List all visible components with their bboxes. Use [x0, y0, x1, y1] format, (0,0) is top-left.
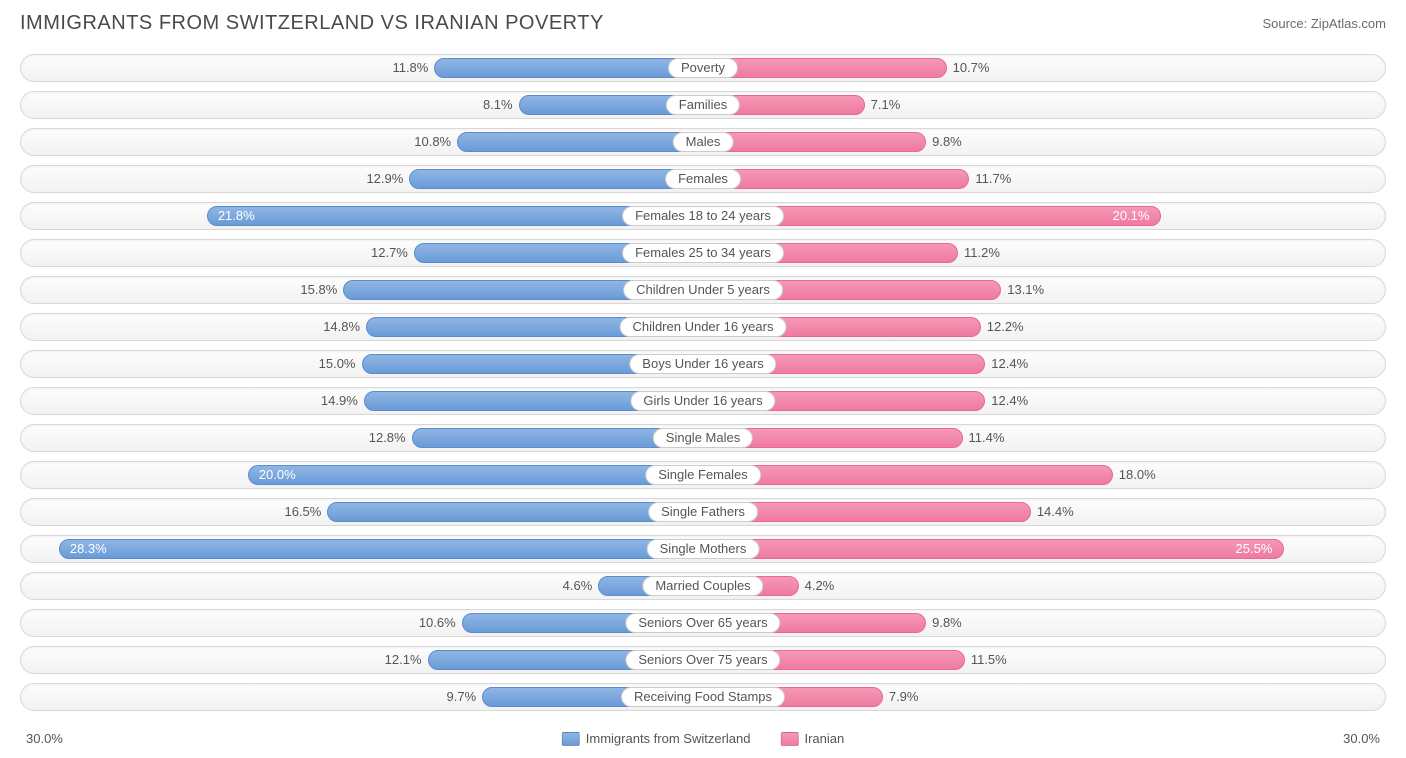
- category-label: Seniors Over 75 years: [625, 650, 780, 670]
- category-label: Families: [666, 95, 740, 115]
- category-label: Married Couples: [642, 576, 763, 596]
- category-label: Single Males: [653, 428, 753, 448]
- bar-right: [703, 58, 947, 78]
- source-attribution: Source: ZipAtlas.com: [1262, 16, 1386, 31]
- diverging-bar-chart: Poverty 11.8% 10.7% Families 8.1% 7.1% Males 10…: [20, 50, 1386, 718]
- bar-right: [703, 169, 969, 189]
- axis-max-left: 30.0%: [26, 731, 63, 746]
- chart-row: Single Males 12.8% 11.4%: [20, 420, 1386, 456]
- category-label: Receiving Food Stamps: [621, 687, 785, 707]
- bar-left: [457, 132, 703, 152]
- chart-row: Seniors Over 75 years 12.1% 11.5%: [20, 642, 1386, 678]
- value-right: 7.9%: [889, 687, 919, 707]
- value-left: 9.7%: [447, 687, 477, 707]
- value-left: 14.9%: [321, 391, 358, 411]
- bar-left: [409, 169, 703, 189]
- chart-row: Poverty 11.8% 10.7%: [20, 50, 1386, 86]
- bar-right: [703, 465, 1113, 485]
- chart-row: Families 8.1% 7.1%: [20, 87, 1386, 123]
- chart-row: Boys Under 16 years 15.0% 12.4%: [20, 346, 1386, 382]
- category-label: Boys Under 16 years: [629, 354, 776, 374]
- bar-left: [248, 465, 703, 485]
- chart-row: Females 25 to 34 years 12.7% 11.2%: [20, 235, 1386, 271]
- value-left: 28.3%: [70, 539, 107, 559]
- category-label: Single Females: [645, 465, 761, 485]
- value-left: 10.8%: [414, 132, 451, 152]
- value-right: 20.1%: [1113, 206, 1150, 226]
- category-label: Females 25 to 34 years: [622, 243, 784, 263]
- value-left: 4.6%: [563, 576, 593, 596]
- chart-row: Males 10.8% 9.8%: [20, 124, 1386, 160]
- value-right: 9.8%: [932, 132, 962, 152]
- legend-item-left: Immigrants from Switzerland: [562, 731, 751, 746]
- value-right: 11.4%: [969, 428, 1005, 448]
- chart-row: Single Fathers 16.5% 14.4%: [20, 494, 1386, 530]
- value-left: 12.1%: [385, 650, 422, 670]
- value-left: 21.8%: [218, 206, 255, 226]
- value-left: 12.9%: [366, 169, 403, 189]
- category-label: Females: [665, 169, 741, 189]
- chart-row: Single Females 20.0% 18.0%: [20, 457, 1386, 493]
- bar-left: [327, 502, 703, 522]
- value-right: 4.2%: [805, 576, 835, 596]
- bar-right: [703, 132, 926, 152]
- value-right: 9.8%: [932, 613, 962, 633]
- value-left: 15.0%: [319, 354, 356, 374]
- value-right: 14.4%: [1037, 502, 1074, 522]
- legend-item-right: Iranian: [780, 731, 844, 746]
- value-right: 12.4%: [991, 354, 1028, 374]
- chart-title: IMMIGRANTS FROM SWITZERLAND VS IRANIAN P…: [20, 12, 604, 35]
- bar-left: [59, 539, 703, 559]
- category-label: Males: [673, 132, 734, 152]
- chart-row: Seniors Over 65 years 10.6% 9.8%: [20, 605, 1386, 641]
- value-right: 12.4%: [991, 391, 1028, 411]
- category-label: Single Mothers: [647, 539, 760, 559]
- category-label: Seniors Over 65 years: [625, 613, 780, 633]
- axis-max-right: 30.0%: [1343, 731, 1380, 746]
- value-right: 25.5%: [1236, 539, 1273, 559]
- source-name: ZipAtlas.com: [1311, 16, 1386, 31]
- value-left: 15.8%: [300, 280, 337, 300]
- value-left: 8.1%: [483, 95, 513, 115]
- bar-right: [703, 539, 1284, 559]
- value-left: 11.8%: [392, 58, 428, 78]
- legend: Immigrants from Switzerland Iranian: [562, 731, 844, 746]
- value-right: 18.0%: [1119, 465, 1156, 485]
- category-label: Poverty: [668, 58, 738, 78]
- value-left: 14.8%: [323, 317, 360, 337]
- value-right: 13.1%: [1007, 280, 1044, 300]
- legend-label-left: Immigrants from Switzerland: [586, 731, 751, 746]
- source-label: Source:: [1262, 16, 1310, 31]
- chart-footer: 30.0% Immigrants from Switzerland Irania…: [20, 724, 1386, 746]
- legend-label-right: Iranian: [804, 731, 844, 746]
- value-left: 12.8%: [369, 428, 406, 448]
- category-label: Females 18 to 24 years: [622, 206, 784, 226]
- bar-left: [434, 58, 703, 78]
- value-left: 16.5%: [284, 502, 321, 522]
- value-right: 11.7%: [975, 169, 1011, 189]
- chart-row: Females 18 to 24 years 21.8% 20.1%: [20, 198, 1386, 234]
- legend-swatch-pink: [780, 732, 798, 746]
- category-label: Children Under 5 years: [623, 280, 783, 300]
- category-label: Children Under 16 years: [620, 317, 787, 337]
- chart-row: Receiving Food Stamps 9.7% 7.9%: [20, 679, 1386, 715]
- chart-row: Females 12.9% 11.7%: [20, 161, 1386, 197]
- value-left: 10.6%: [419, 613, 456, 633]
- chart-row: Single Mothers 28.3% 25.5%: [20, 531, 1386, 567]
- category-label: Single Fathers: [648, 502, 758, 522]
- value-right: 10.7%: [953, 58, 990, 78]
- value-left: 20.0%: [259, 465, 296, 485]
- value-right: 11.5%: [971, 650, 1007, 670]
- value-right: 7.1%: [871, 95, 901, 115]
- chart-row: Children Under 5 years 15.8% 13.1%: [20, 272, 1386, 308]
- value-left: 12.7%: [371, 243, 408, 263]
- category-label: Girls Under 16 years: [630, 391, 775, 411]
- value-right: 11.2%: [964, 243, 1000, 263]
- chart-row: Girls Under 16 years 14.9% 12.4%: [20, 383, 1386, 419]
- chart-row: Children Under 16 years 14.8% 12.2%: [20, 309, 1386, 345]
- legend-swatch-blue: [562, 732, 580, 746]
- chart-row: Married Couples 4.6% 4.2%: [20, 568, 1386, 604]
- value-right: 12.2%: [987, 317, 1024, 337]
